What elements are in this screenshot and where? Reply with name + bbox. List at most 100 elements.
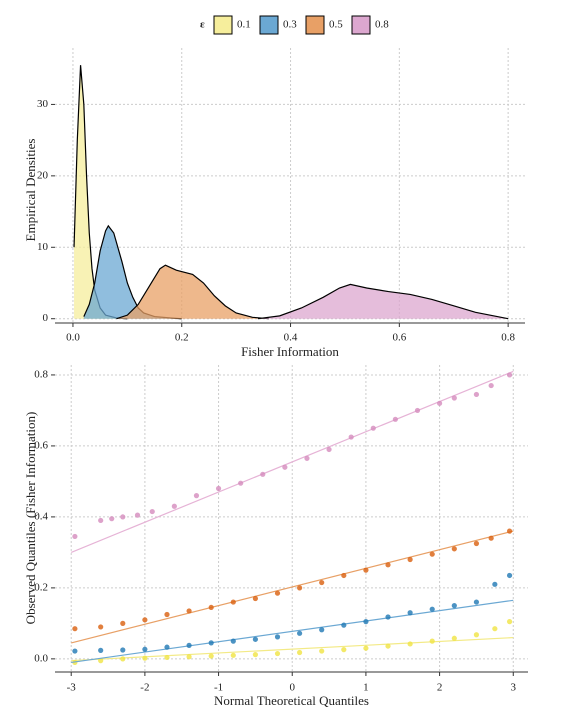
x-tick-label: 0: [289, 682, 295, 694]
qq-point: [451, 603, 457, 609]
y-axis-label: Observed Quantiles (Fisher Information): [23, 412, 38, 625]
qq-point: [326, 446, 332, 453]
qq-point: [72, 626, 78, 632]
qq-point: [164, 644, 170, 650]
qq-point: [274, 590, 281, 596]
legend-label: 0.8: [375, 19, 389, 31]
x-tick-label: 0.4: [284, 332, 298, 344]
qq-point: [385, 643, 391, 649]
qq-point: [385, 562, 391, 568]
legend-swatch: [351, 15, 371, 35]
qq-point: [260, 471, 266, 477]
qq-point: [274, 650, 281, 657]
density-curve: [116, 264, 269, 320]
qq-point: [72, 533, 78, 540]
x-tick-label: -2: [140, 682, 149, 694]
legend-swatch: [213, 15, 233, 35]
qq-point: [473, 632, 480, 638]
x-tick-label: -1: [214, 682, 223, 694]
qq-point: [120, 620, 126, 626]
qq-point: [120, 647, 126, 653]
y-tick-label: 0.6: [34, 439, 48, 451]
qq-point: [488, 382, 494, 389]
qq-point: [451, 635, 457, 641]
qq-point: [98, 624, 104, 630]
x-tick-label: 2: [437, 682, 443, 694]
qq-point: [492, 581, 498, 587]
y-tick-label: 0.4: [34, 510, 48, 522]
density-area: [83, 225, 182, 319]
y-tick-label: 0.0: [34, 652, 48, 664]
density-area: [257, 284, 509, 319]
qq-point: [252, 636, 258, 642]
qq-point: [297, 630, 303, 636]
x-tick-label: 0.0: [66, 332, 80, 344]
y-tick-label: 20: [37, 169, 49, 181]
fit-line: [71, 599, 514, 664]
qq-point: [488, 535, 494, 541]
qq-point: [193, 493, 200, 499]
qq-point: [208, 604, 214, 611]
y-tick-label: 10: [37, 241, 49, 253]
qq-point: [363, 645, 369, 651]
qq-point: [506, 528, 513, 534]
fit-line: [71, 530, 514, 644]
y-tick-label: 0.2: [34, 581, 48, 593]
qq-point: [363, 619, 369, 625]
qq-point: [363, 567, 369, 573]
qq-point: [98, 658, 104, 664]
qq-point: [252, 652, 258, 658]
legend-label: 0.5: [329, 19, 343, 31]
qq-point: [370, 425, 376, 431]
qq-point: [274, 634, 281, 640]
qq-point: [171, 503, 177, 509]
qq-point: [473, 391, 480, 398]
qq-point: [392, 416, 398, 422]
qq-point: [385, 614, 391, 620]
qq-point: [297, 585, 303, 591]
qq-point: [429, 638, 435, 644]
qq-point: [407, 556, 413, 563]
qq-point: [142, 655, 148, 661]
qq-point: [506, 572, 513, 579]
density-area: [74, 65, 128, 319]
qq-point: [492, 626, 498, 632]
qq-point: [407, 610, 413, 616]
qq-point: [238, 480, 244, 486]
qq-point: [407, 641, 413, 647]
qq-point: [208, 653, 214, 659]
qq-point: [436, 400, 443, 406]
x-tick-label: -3: [67, 682, 77, 694]
qq-point: [297, 649, 303, 656]
qq-point: [506, 619, 513, 625]
legend-label: 0.3: [283, 19, 297, 31]
qq-point: [341, 647, 347, 653]
qq-point: [451, 546, 457, 552]
qq-point: [473, 540, 480, 547]
qq-point: [72, 648, 78, 654]
qq-point: [134, 512, 141, 518]
qq-point: [164, 654, 170, 661]
qq-point: [230, 638, 236, 644]
qq-point: [348, 434, 354, 440]
qq-point: [215, 485, 222, 492]
qq-point: [252, 595, 258, 602]
qq-point: [109, 516, 115, 522]
qq-point: [186, 608, 192, 614]
qq-point: [282, 464, 288, 470]
qq-point: [451, 395, 457, 401]
qq-point: [319, 627, 325, 633]
x-tick-label: 0.2: [175, 332, 189, 344]
x-tick-label: 3: [511, 682, 517, 694]
x-tick-label: 0.8: [501, 332, 515, 344]
qq-point: [230, 652, 236, 658]
qq-point: [120, 514, 126, 520]
density-curve: [257, 283, 509, 320]
qq-point: [319, 648, 325, 654]
legend-swatch: [259, 15, 279, 35]
legend-label: 0.1: [237, 19, 251, 31]
qq-point: [164, 611, 170, 618]
y-tick-label: 30: [37, 98, 49, 110]
x-tick-label: 0.6: [392, 332, 406, 344]
